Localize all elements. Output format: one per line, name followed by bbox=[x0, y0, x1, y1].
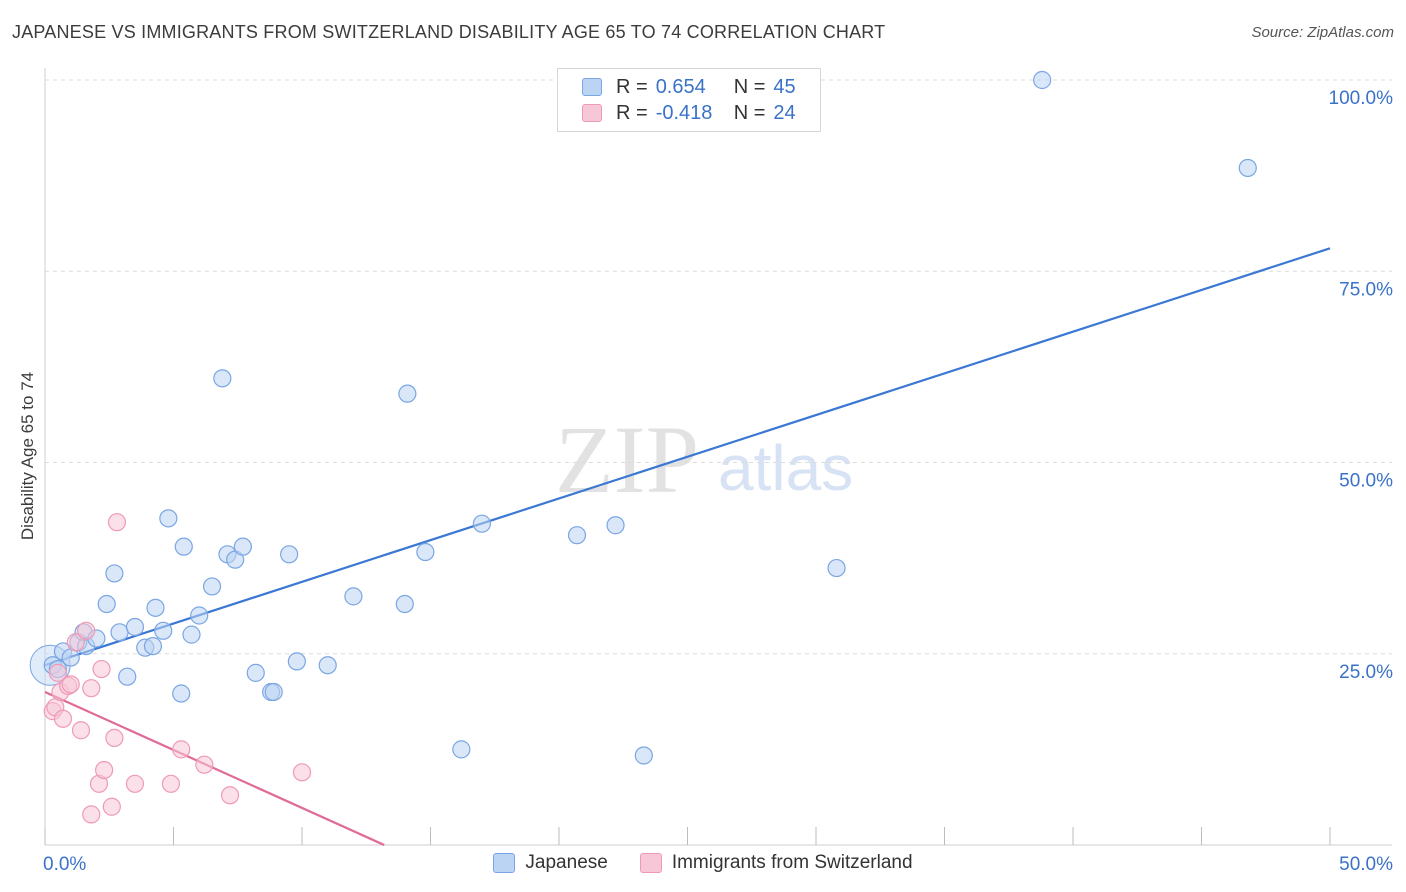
y-tick-label: 100.0% bbox=[1329, 88, 1394, 109]
point-swiss bbox=[102, 797, 121, 816]
point-japanese bbox=[233, 537, 252, 556]
point-swiss bbox=[66, 633, 85, 652]
x-tick-label: 50.0% bbox=[1339, 854, 1393, 875]
point-japanese bbox=[125, 617, 145, 637]
legend-label-swiss: Immigrants from Switzerland bbox=[671, 852, 913, 873]
point-japanese bbox=[159, 509, 178, 528]
point-japanese bbox=[416, 542, 435, 562]
legend-r-value: -0.418 bbox=[655, 101, 713, 124]
series-legend: Japanese Immigrants from Switzerland bbox=[0, 852, 1406, 874]
point-japanese bbox=[202, 577, 222, 596]
legend-r-label: R = bbox=[616, 101, 648, 124]
point-japanese bbox=[174, 537, 193, 556]
point-japanese bbox=[118, 667, 137, 686]
point-japanese bbox=[143, 636, 163, 656]
point-swiss bbox=[220, 786, 240, 805]
point-swiss bbox=[92, 659, 111, 679]
point-japanese bbox=[452, 740, 471, 759]
tick-labels: 25.0% 50.0% 75.0% 100.0% 0.0% 50.0% bbox=[43, 88, 1393, 875]
point-japanese bbox=[472, 514, 491, 533]
point-swiss bbox=[105, 728, 124, 748]
y-tick-label: 75.0% bbox=[1339, 279, 1393, 300]
point-japanese bbox=[172, 684, 191, 703]
point-swiss bbox=[195, 755, 214, 774]
point-japanese bbox=[1033, 70, 1052, 90]
point-japanese bbox=[264, 682, 283, 702]
point-japanese bbox=[97, 594, 116, 614]
legend-swatch-japanese bbox=[493, 853, 516, 873]
point-swiss bbox=[71, 721, 91, 740]
point-swiss bbox=[161, 774, 181, 793]
point-japanese bbox=[110, 623, 129, 642]
point-japanese bbox=[182, 625, 201, 644]
point-japanese bbox=[606, 516, 625, 535]
point-japanese bbox=[395, 594, 414, 614]
point-swiss bbox=[107, 513, 127, 532]
legend-item-swiss: Immigrants from Switzerland bbox=[639, 852, 913, 874]
legend-n-value: 45 bbox=[773, 75, 796, 98]
legend-n-label: N = bbox=[733, 75, 766, 98]
legend-swatch-swiss bbox=[582, 104, 602, 122]
point-japanese bbox=[190, 606, 209, 625]
point-japanese bbox=[213, 369, 232, 388]
point-japanese bbox=[154, 621, 173, 640]
legend-r-value: 0.654 bbox=[655, 75, 706, 98]
point-swiss bbox=[82, 679, 101, 698]
grid-lines bbox=[45, 79, 1392, 655]
data-points bbox=[29, 70, 1257, 824]
point-swiss bbox=[53, 709, 73, 728]
watermark-zip: ZIP bbox=[555, 406, 699, 513]
legend-row-japanese: R = 0.654 N = 45 bbox=[582, 75, 796, 99]
legend-row-swiss: R = -0.418 N = 24 bbox=[582, 101, 796, 125]
point-swiss bbox=[95, 760, 114, 780]
point-japanese bbox=[105, 564, 124, 583]
point-japanese bbox=[1238, 158, 1257, 178]
point-japanese bbox=[827, 558, 846, 578]
point-swiss bbox=[125, 774, 145, 793]
trendline-japanese bbox=[44, 247, 1331, 667]
chart-title: JAPANESE VS IMMIGRANTS FROM SWITZERLAND … bbox=[12, 22, 886, 42]
point-japanese bbox=[246, 663, 265, 682]
legend-swatch-swiss bbox=[639, 853, 662, 873]
legend-item-japanese: Japanese bbox=[493, 852, 608, 874]
correlation-legend: R = 0.654 N = 45 R = -0.418 N = 24 bbox=[557, 68, 821, 132]
point-swiss bbox=[292, 763, 312, 782]
trend-lines bbox=[44, 247, 1331, 847]
point-swiss bbox=[61, 675, 80, 694]
point-japanese bbox=[634, 746, 653, 765]
source-label: Source: ZipAtlas.com bbox=[1251, 24, 1394, 41]
point-swiss bbox=[172, 740, 191, 759]
point-japanese bbox=[318, 656, 337, 675]
legend-label-japanese: Japanese bbox=[525, 852, 608, 873]
point-japanese bbox=[344, 587, 363, 606]
point-swiss bbox=[48, 663, 67, 682]
point-japanese bbox=[567, 526, 587, 545]
y-tick-label: 50.0% bbox=[1339, 471, 1393, 492]
point-japanese bbox=[146, 598, 165, 617]
point-swiss bbox=[77, 621, 96, 640]
trendline-swiss bbox=[44, 690, 385, 847]
y-tick-label: 25.0% bbox=[1339, 662, 1393, 683]
point-japanese bbox=[61, 648, 80, 667]
watermark-atlas: atlas bbox=[718, 432, 853, 504]
point-japanese bbox=[287, 652, 306, 671]
legend-r-label: R = bbox=[616, 75, 648, 98]
point-japanese bbox=[280, 545, 299, 564]
point-swiss bbox=[82, 805, 101, 824]
legend-n-label: N = bbox=[733, 101, 766, 124]
legend-n-value: 24 bbox=[773, 101, 796, 124]
point-japanese bbox=[398, 384, 417, 403]
legend-swatch-japanese bbox=[582, 78, 602, 96]
x-tick-label: 0.0% bbox=[43, 854, 86, 875]
